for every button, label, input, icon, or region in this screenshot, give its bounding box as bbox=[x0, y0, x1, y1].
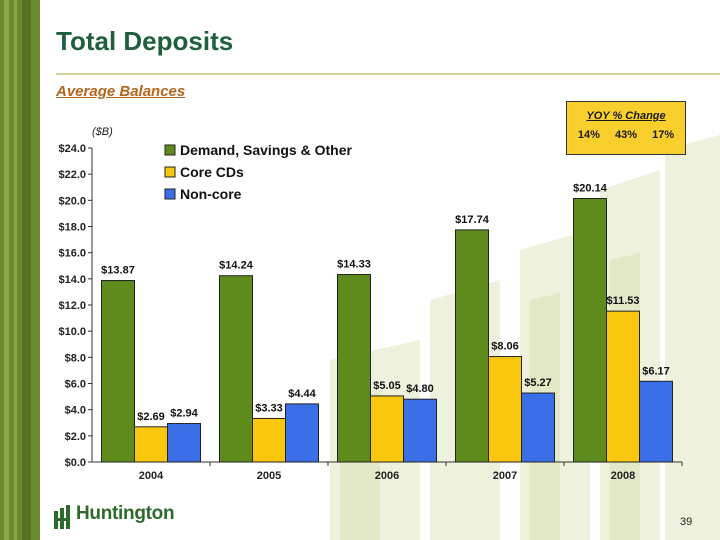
page-number: 39 bbox=[680, 516, 693, 528]
bar bbox=[219, 275, 253, 463]
data-label: $2.69 bbox=[137, 411, 165, 423]
data-label: $4.80 bbox=[406, 383, 434, 395]
legend-label: Demand, Savings & Other bbox=[180, 142, 352, 158]
bar bbox=[573, 198, 607, 463]
bar bbox=[488, 356, 522, 463]
bar bbox=[521, 392, 555, 463]
bar bbox=[606, 310, 640, 463]
data-label: $6.17 bbox=[642, 365, 670, 377]
yoy-values: 14% 43% 17% bbox=[567, 129, 685, 141]
x-tick-label: 2004 bbox=[139, 470, 164, 482]
y-tick-label: $10.0 bbox=[58, 326, 86, 338]
y-tick-label: $6.0 bbox=[65, 379, 86, 391]
bar bbox=[101, 280, 135, 463]
data-label: $14.33 bbox=[337, 259, 371, 271]
y-tick-label: $4.0 bbox=[65, 405, 86, 417]
y-tick-label: $0.0 bbox=[65, 457, 86, 469]
huntington-logo-text: Huntington bbox=[76, 503, 175, 524]
data-label: $13.87 bbox=[101, 265, 135, 277]
y-tick-label: $20.0 bbox=[58, 195, 86, 207]
yoy-value-core-cds: 43% bbox=[614, 129, 638, 141]
legend-swatch bbox=[164, 166, 176, 178]
y-tick-label: $2.0 bbox=[65, 431, 86, 443]
data-label: $14.24 bbox=[219, 260, 254, 272]
data-label: $20.14 bbox=[573, 183, 608, 195]
y-tick-label: $8.0 bbox=[65, 352, 86, 364]
huntington-logo-icon bbox=[54, 505, 70, 529]
page-subtitle: Average Balances bbox=[56, 83, 186, 100]
legend-swatch bbox=[164, 188, 176, 200]
left-accent-bar bbox=[0, 0, 40, 540]
y-tick-label: $12.0 bbox=[58, 300, 86, 312]
x-tick-label: 2006 bbox=[375, 470, 399, 482]
bar bbox=[370, 395, 404, 463]
yoy-change-box: YOY % Change 14% 43% 17% bbox=[566, 101, 686, 155]
bar bbox=[134, 426, 168, 463]
y-tick-label: $16.0 bbox=[58, 248, 86, 260]
page-title: Total Deposits bbox=[56, 26, 234, 56]
x-tick-label: 2008 bbox=[611, 470, 635, 482]
y-tick-label: $22.0 bbox=[58, 169, 86, 181]
bar bbox=[455, 229, 489, 463]
legend-swatch bbox=[164, 144, 176, 156]
data-label: $5.05 bbox=[373, 380, 401, 392]
data-label: $5.27 bbox=[524, 377, 552, 389]
y-unit-label: ($B) bbox=[92, 126, 113, 138]
yoy-title: YOY % Change bbox=[586, 110, 666, 122]
yoy-value-noncore: 17% bbox=[652, 129, 675, 141]
y-tick-label: $18.0 bbox=[58, 222, 86, 234]
data-label: $11.53 bbox=[606, 295, 639, 307]
data-label: $8.06 bbox=[491, 341, 519, 353]
bar bbox=[167, 423, 201, 463]
bar bbox=[639, 380, 673, 463]
data-label: $3.33 bbox=[255, 402, 283, 414]
bar bbox=[252, 417, 286, 463]
legend-label: Non-core bbox=[180, 186, 242, 202]
yoy-value-demand: 14% bbox=[577, 129, 600, 141]
x-tick-label: 2007 bbox=[493, 470, 517, 482]
data-label: $4.44 bbox=[288, 388, 316, 400]
title-divider bbox=[56, 73, 720, 75]
legend-label: Core CDs bbox=[180, 164, 244, 180]
y-tick-label: $14.0 bbox=[58, 274, 86, 286]
data-label: $17.74 bbox=[455, 214, 490, 226]
bar bbox=[403, 398, 437, 463]
data-label: $2.94 bbox=[170, 408, 198, 420]
y-tick-label: $24.0 bbox=[58, 143, 86, 155]
x-tick-label: 2005 bbox=[257, 470, 281, 482]
bar bbox=[285, 403, 319, 463]
bar bbox=[337, 274, 371, 463]
